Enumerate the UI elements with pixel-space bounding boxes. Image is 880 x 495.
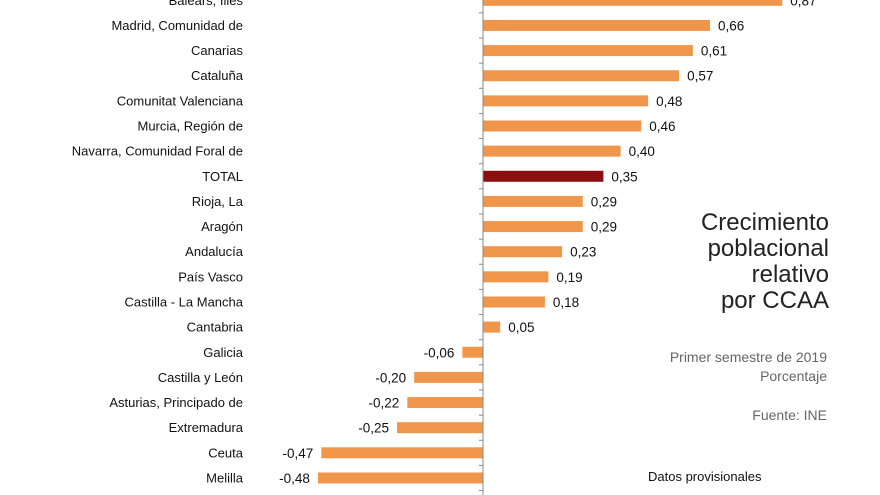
- bar: [483, 170, 604, 182]
- category-label: Andalucía: [185, 244, 244, 259]
- value-label: 0,61: [701, 44, 727, 59]
- subtitle-line: Primer semestre de 2019: [669, 349, 827, 365]
- category-label: Balears, Illes: [169, 0, 244, 8]
- value-label: 0,23: [570, 245, 596, 260]
- bar: [483, 70, 680, 82]
- category-label: Castilla y León: [158, 370, 243, 385]
- bar: [414, 371, 483, 383]
- value-label: -0,47: [283, 446, 314, 461]
- chart-subtitle: Primer semestre de 2019 Porcentaje: [670, 348, 827, 386]
- chart-title: Crecimiento poblacional relativo por CCA…: [701, 210, 829, 314]
- category-label: Rioja, La: [192, 194, 244, 209]
- bar: [483, 19, 711, 31]
- bar: [317, 472, 483, 484]
- category-label: Aragón: [201, 219, 243, 234]
- category-label: Canarias: [191, 43, 244, 58]
- bar: [483, 120, 642, 132]
- value-label: 0,18: [553, 295, 579, 310]
- category-label: Navarra, Comunidad Foral de: [72, 144, 243, 159]
- category-label: Ceuta: [208, 445, 243, 460]
- category-label: País Vasco: [178, 269, 243, 284]
- bar: [483, 296, 545, 308]
- value-label: 0,19: [556, 270, 582, 285]
- value-label: 0,29: [591, 194, 617, 209]
- value-label: 0,46: [649, 119, 675, 134]
- title-line: relativo: [751, 261, 829, 288]
- title-line: por CCAA: [720, 287, 829, 314]
- value-label: -0,25: [358, 421, 389, 436]
- category-label: Galicia: [203, 345, 244, 360]
- bar: [483, 195, 583, 207]
- category-label: Murcia, Región de: [138, 119, 244, 134]
- bar: [483, 145, 621, 157]
- bar: [321, 447, 483, 459]
- category-label: Comunitat Valenciana: [117, 93, 244, 108]
- bar: [483, 0, 783, 6]
- bar: [483, 45, 693, 57]
- value-label: 0,05: [508, 320, 534, 335]
- bar: [483, 271, 549, 283]
- bar: [483, 221, 583, 233]
- value-label: 0,35: [611, 169, 637, 184]
- category-label: Asturias, Principado de: [109, 395, 243, 410]
- value-label: 0,87: [790, 0, 816, 8]
- category-label: Castilla - La Mancha: [125, 294, 244, 309]
- category-label: Cataluña: [191, 68, 244, 83]
- subtitle-line: Porcentaje: [760, 368, 827, 384]
- value-label: 0,29: [591, 220, 617, 235]
- value-label: 0,57: [687, 69, 713, 84]
- category-label: Cantabria: [187, 320, 244, 335]
- bar: [407, 397, 483, 409]
- value-label: 0,48: [656, 94, 682, 109]
- value-label: -0,22: [369, 396, 400, 411]
- provisional-note: Datos provisionales: [648, 469, 762, 484]
- category-label: Melilla: [206, 470, 244, 485]
- bar: [483, 321, 501, 333]
- bar: [483, 246, 563, 258]
- bar: [462, 346, 483, 358]
- title-line: poblacional: [707, 235, 829, 262]
- value-label: -0,20: [375, 370, 406, 385]
- value-label: -0,48: [279, 471, 310, 486]
- bar: [483, 95, 649, 107]
- category-label: TOTAL: [202, 169, 243, 184]
- value-label: -0,06: [424, 345, 455, 360]
- category-label: Extremadura: [169, 420, 244, 435]
- category-label: Madrid, Comunidad de: [111, 18, 243, 33]
- title-line: Crecimiento: [700, 209, 829, 236]
- bar: [397, 422, 483, 434]
- value-label: 0,40: [629, 144, 655, 159]
- value-label: 0,66: [718, 18, 744, 33]
- source-note: Fuente: INE: [752, 407, 827, 423]
